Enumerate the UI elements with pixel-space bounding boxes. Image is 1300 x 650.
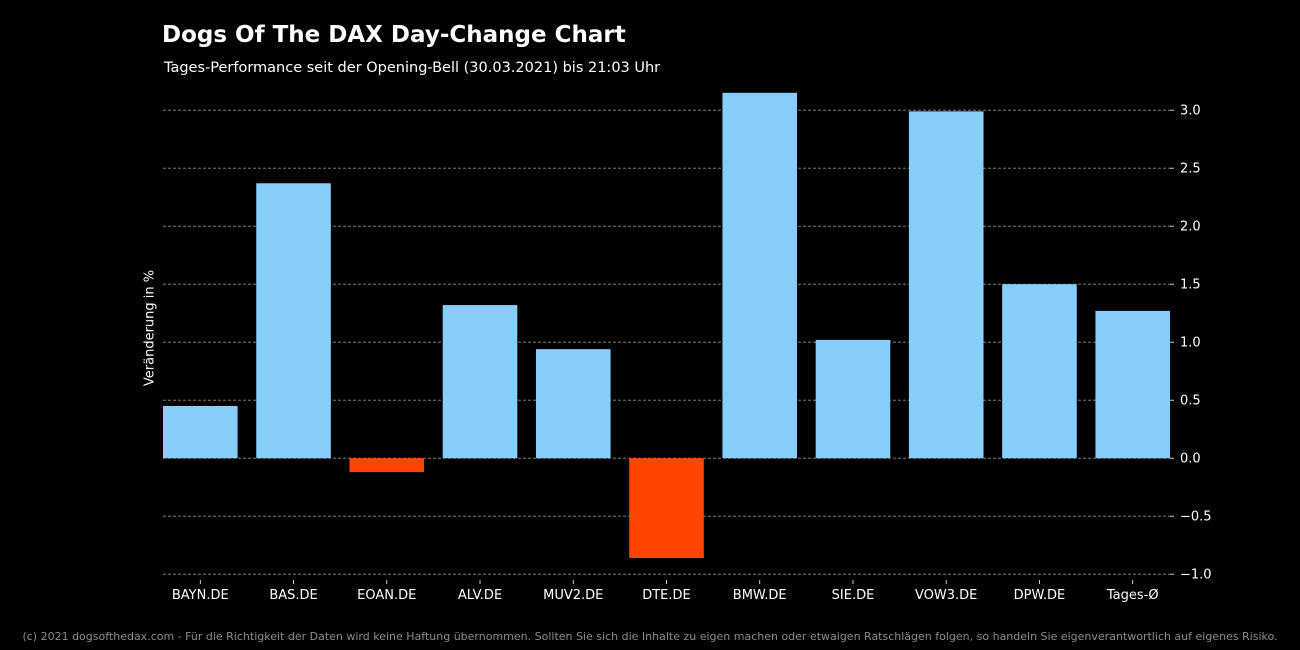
bar-DPW.DE (1002, 284, 1077, 459)
x-axis-ticks: BAYN.DE BAS.DE EOAN.DE ALV.DE MUV2.DE DTE.DE B… (172, 580, 1159, 603)
x-tick-label: DTE.DE (642, 588, 691, 603)
x-tick-label: BAS.DE (269, 588, 317, 603)
bar-VOW3.DE (908, 111, 984, 459)
x-tick-label: BMW.DE (733, 588, 787, 603)
y-axis-ticks: −1.0 −0.5 0.0 0.5 1.0 1.5 2.0 2.5 3.0 (1170, 104, 1212, 583)
y-tick-label: 2.0 (1180, 220, 1201, 235)
y-tick-label: 1.5 (1180, 278, 1201, 293)
y-tick-label: 1.0 (1180, 336, 1201, 351)
bar-ALV.DE (442, 305, 518, 459)
bar-Tages-Ø (1095, 310, 1170, 459)
y-tick-label: −1.0 (1180, 568, 1212, 583)
bar-BAS.DE (256, 183, 331, 459)
bar-BAYN.DE (163, 406, 238, 459)
bars (163, 92, 1170, 558)
bar-EOAN.DE (349, 458, 425, 473)
disclaimer-footer: (c) 2021 dogsofthedax.com - Für die Rich… (22, 630, 1278, 643)
x-tick-label: Tages-Ø (1106, 588, 1159, 603)
chart-title: Dogs Of The DAX Day-Change Chart (162, 22, 626, 48)
x-tick-label: ALV.DE (458, 588, 502, 603)
x-tick-label: DPW.DE (1014, 588, 1066, 603)
bar-DTE.DE (629, 458, 704, 558)
x-tick-label: BAYN.DE (172, 588, 229, 603)
y-tick-label: 2.5 (1180, 162, 1201, 177)
bar-MUV2.DE (535, 349, 611, 459)
x-tick-label: SIE.DE (832, 588, 875, 603)
x-tick-label: VOW3.DE (915, 588, 977, 603)
bar-SIE.DE (815, 339, 891, 459)
chart-subtitle: Tages-Performance seit der Opening-Bell … (164, 60, 661, 76)
x-tick-label: MUV2.DE (543, 588, 603, 603)
x-tick-label: EOAN.DE (357, 588, 416, 603)
y-tick-label: 0.5 (1180, 394, 1201, 409)
bar-BMW.DE (722, 92, 798, 459)
y-tick-label: 0.0 (1180, 452, 1201, 467)
bar-chart: −1.0 −0.5 0.0 0.5 1.0 1.5 2.0 2.5 3.0 BAYN.DE BAS… (163, 92, 1212, 603)
y-tick-label: −0.5 (1180, 510, 1212, 525)
y-tick-label: 3.0 (1180, 104, 1201, 119)
